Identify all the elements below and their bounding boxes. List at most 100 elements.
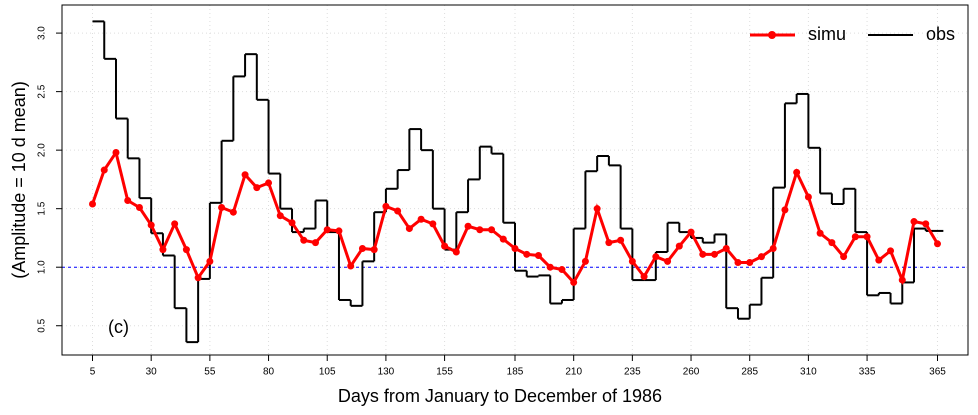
simu-point [804, 193, 812, 201]
simu-point [311, 239, 319, 247]
simu-point [922, 220, 930, 228]
simu-point [898, 276, 906, 284]
simu-point [429, 220, 437, 228]
simu-point [734, 259, 742, 267]
x-tick-label: 5 [90, 367, 96, 378]
simu-point [147, 221, 155, 229]
x-tick-label: 155 [436, 367, 453, 378]
simu-point [229, 208, 237, 216]
simu-point [875, 256, 883, 264]
simu-point [933, 240, 941, 248]
simu-point [358, 244, 366, 252]
x-tick-label: 210 [565, 367, 582, 378]
simu-point [617, 236, 625, 244]
x-tick-label: 285 [741, 367, 758, 378]
simu-point [464, 222, 472, 230]
y-tick-label: 2.0 [37, 143, 48, 157]
simu-point [746, 259, 754, 267]
x-tick-label: 105 [319, 367, 336, 378]
simu-point [488, 226, 496, 234]
legend-label: simu [808, 24, 846, 44]
simu-point [499, 235, 507, 243]
x-tick-label: 55 [204, 367, 216, 378]
simu-point [523, 250, 531, 258]
simu-point [288, 219, 296, 227]
simu-point [628, 257, 636, 265]
simu-point [652, 253, 660, 261]
simu-point [840, 253, 848, 261]
legend-label: obs [926, 24, 955, 44]
simu-point [182, 246, 190, 254]
simu-point [863, 233, 871, 241]
x-tick-label: 260 [683, 367, 700, 378]
simu-point [159, 246, 167, 254]
simu-point [441, 242, 449, 250]
panel-label: (c) [108, 317, 129, 337]
x-tick-label: 235 [624, 367, 641, 378]
simu-point [781, 206, 789, 214]
simu-point [851, 233, 859, 241]
y-tick-label: 1.5 [37, 201, 48, 215]
simu-point [300, 236, 308, 244]
simu-point [335, 227, 343, 235]
simu-point [558, 266, 566, 274]
x-tick-label: 365 [929, 367, 946, 378]
simu-point [769, 244, 777, 252]
simu-point [722, 244, 730, 252]
x-tick-label: 335 [859, 367, 876, 378]
x-tick-label: 30 [146, 367, 158, 378]
simu-point [276, 212, 284, 220]
simu-point [194, 274, 202, 282]
simu-point [171, 220, 179, 228]
simu-point [347, 262, 355, 270]
x-tick-label: 310 [800, 367, 817, 378]
y-tick-label: 1.0 [37, 260, 48, 274]
simu-point [394, 207, 402, 215]
simu-point [687, 228, 695, 236]
x-tick-label: 130 [378, 367, 395, 378]
simu-point [370, 246, 378, 254]
simu-point [323, 226, 331, 234]
simu-point [640, 273, 648, 281]
simu-point [757, 253, 765, 261]
simu-point [112, 148, 120, 156]
simu-point [593, 205, 601, 213]
legend-point [768, 31, 776, 39]
simu-point [816, 229, 824, 237]
simu-point [253, 184, 261, 192]
simu-point [100, 166, 108, 174]
simu-point [711, 250, 719, 258]
simu-point [570, 278, 578, 286]
simu-point [910, 218, 918, 226]
simu-point [89, 200, 97, 208]
simu-point [241, 171, 249, 179]
simu-point [887, 247, 895, 255]
y-tick-label: 3.0 [37, 26, 48, 40]
simu-point [417, 215, 425, 223]
simu-point [546, 263, 554, 271]
y-axis-title: (Amplitude = 10 d mean) [9, 81, 29, 279]
simu-point [476, 226, 484, 234]
x-tick-label: 185 [507, 367, 524, 378]
simu-point [218, 204, 226, 212]
simu-point [511, 244, 519, 252]
simu-point [452, 248, 460, 256]
simu-point [135, 204, 143, 212]
simu-point [828, 239, 836, 247]
x-axis-title: Days from January to December of 1986 [338, 386, 662, 406]
y-tick-label: 2.5 [37, 84, 48, 98]
simu-point [605, 239, 613, 247]
y-tick-label: 0.5 [37, 318, 48, 332]
simu-point [382, 202, 390, 210]
simu-point [581, 257, 589, 265]
simu-point [265, 179, 273, 187]
simu-point [793, 168, 801, 176]
x-tick-label: 80 [263, 367, 275, 378]
simu-point [675, 242, 683, 250]
simu-point [206, 257, 214, 265]
simu-point [405, 225, 413, 233]
simu-point [534, 252, 542, 260]
simu-point [124, 196, 132, 204]
